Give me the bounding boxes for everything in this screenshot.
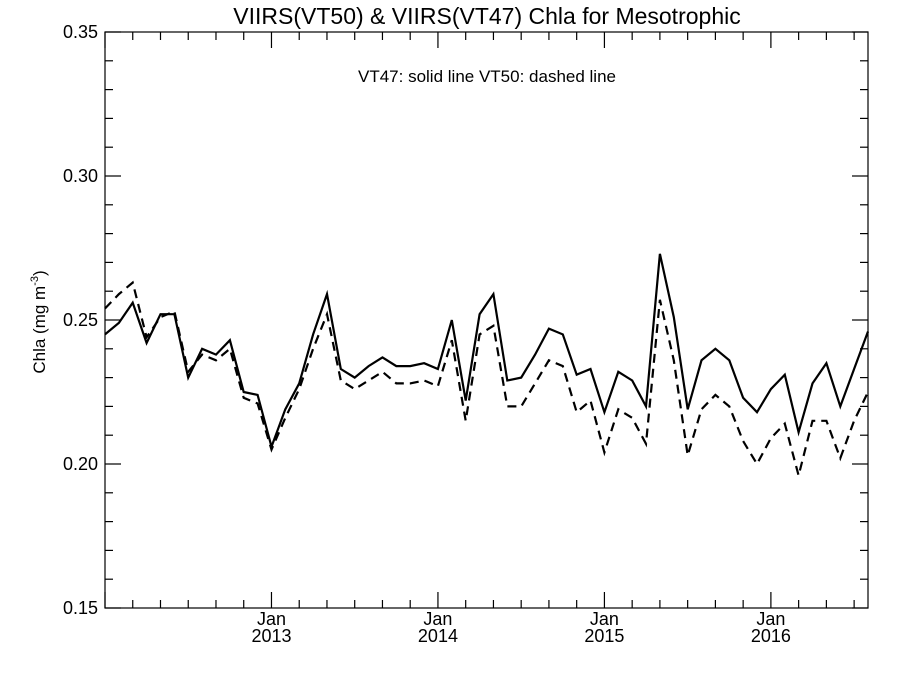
y-tick-label: 0.30 [63, 166, 98, 186]
x-tick-label-month: Jan [590, 609, 619, 629]
y-tick-label: 0.15 [63, 598, 98, 618]
y-axis-label-superscript: -3 [29, 276, 41, 286]
series-line-vt50 [104, 280, 869, 480]
plot-frame [104, 31, 869, 609]
x-tick-label-year: 2014 [418, 626, 458, 646]
x-tick-label-year: 2013 [251, 626, 291, 646]
x-tick-label-month: Jan [756, 609, 785, 629]
y-tick-label: 0.35 [63, 22, 98, 42]
y-tick-label: 0.20 [63, 454, 98, 474]
y-axis-label-text: Chla (mg m [30, 286, 49, 374]
y-tick-labels: 0.15 0.20 0.25 0.30 0.35 [63, 22, 98, 618]
x-tick-label-month: Jan [423, 609, 452, 629]
x-tick-label-month: Jan [257, 609, 286, 629]
chart-title: VIIRS(VT50) & VIIRS(VT47) Chla for Mesot… [233, 3, 740, 29]
series-line-vt47 [104, 253, 870, 451]
y-axis-label: Chla (mg m-3) [29, 270, 49, 373]
x-tick-label-year: 2015 [584, 626, 624, 646]
axis-ticks [104, 31, 868, 609]
series-lines [104, 253, 870, 480]
line-style-annotation: VT47: solid line VT50: dashed line [358, 67, 616, 86]
x-tick-label-year: 2016 [751, 626, 791, 646]
y-tick-label: 0.25 [63, 310, 98, 330]
y-axis-label-close: ) [30, 270, 49, 276]
